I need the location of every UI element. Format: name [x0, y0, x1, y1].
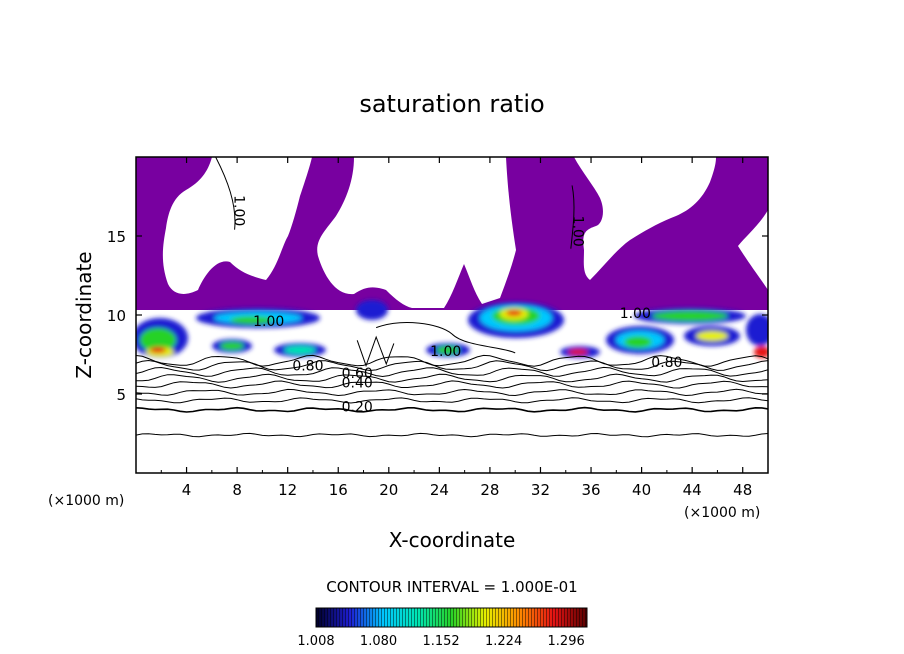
contour-label: 0.80 [651, 355, 682, 371]
contour-line [136, 373, 768, 383]
chart-title: saturation ratio [359, 90, 544, 118]
y-tick-label: 5 [116, 386, 126, 404]
x-tick-label: 12 [278, 481, 297, 499]
contour-line [136, 354, 768, 367]
x-tick-label: 28 [480, 481, 499, 499]
contour-line [375, 322, 516, 354]
x-unit-label: (×1000 m) [684, 505, 760, 521]
y-axis-label: Z-coordinate [72, 251, 96, 378]
x-axis-label: X-coordinate [389, 528, 516, 552]
plot-area: 0.20 0.400.60 0.80 0.80 1.00 1.00 1.00 1.00 1.00 [136, 157, 768, 473]
x-tick-label: 8 [232, 481, 242, 499]
contour-lines [136, 157, 768, 438]
contour-label: 0.40 [342, 376, 373, 392]
contour-line [136, 366, 768, 378]
contour-label: 1.00 [253, 314, 284, 330]
contour-label: 1.00 [231, 195, 247, 226]
x-tick-label: 20 [379, 481, 398, 499]
x-tick-label: 24 [430, 481, 449, 499]
colorbar-tick-label: 1.296 [548, 634, 585, 649]
x-tick-label: 40 [632, 481, 651, 499]
upper-purple-region [136, 157, 768, 310]
contour-line [356, 335, 395, 368]
colorbar-tick-label: 1.008 [297, 634, 334, 649]
contour-line [570, 185, 575, 249]
colorbar-tick-labels: 1.008 1.080 1.152 1.224 1.296 [297, 634, 584, 649]
x-tick-label: 32 [531, 481, 550, 499]
x-tick-label: 36 [581, 481, 600, 499]
contour-label: 0.20 [342, 399, 373, 415]
contour-line [136, 397, 768, 404]
x-tick-label: 4 [182, 481, 192, 499]
supersaturation-layer [136, 300, 768, 358]
colorbar-tick-label: 1.152 [422, 634, 459, 649]
contour-line [215, 157, 236, 230]
contour-interval-text: CONTOUR INTERVAL = 1.000E-01 [326, 578, 577, 596]
contour-line [136, 359, 768, 372]
contour-line [136, 406, 768, 413]
x-tick-label: 16 [329, 481, 348, 499]
x-tick-label: 44 [683, 481, 702, 499]
contour-line [136, 432, 768, 438]
contour-label: 1.00 [569, 216, 585, 247]
contour-label: 0.60 [342, 366, 373, 382]
contour-labels: 0.20 0.400.60 0.80 0.80 1.00 1.00 1.00 1.00 1.00 [231, 195, 683, 415]
x-tick-label: 48 [733, 481, 752, 499]
colorbar-tick-label: 1.224 [485, 634, 522, 649]
contour-label: 1.00 [430, 344, 461, 360]
colorbar-tick-label: 1.080 [360, 634, 397, 649]
y-tick-label: 10 [107, 307, 126, 325]
colorbar: 1.008 1.080 1.152 1.224 1.296 [297, 607, 588, 649]
z-unit-label: (×1000 m) [48, 493, 124, 509]
contour-line [136, 380, 768, 389]
contour-line [136, 388, 768, 397]
contour-label: 1.00 [620, 306, 651, 322]
contour-label: 0.80 [292, 358, 323, 374]
y-tick-label: 15 [107, 228, 126, 246]
